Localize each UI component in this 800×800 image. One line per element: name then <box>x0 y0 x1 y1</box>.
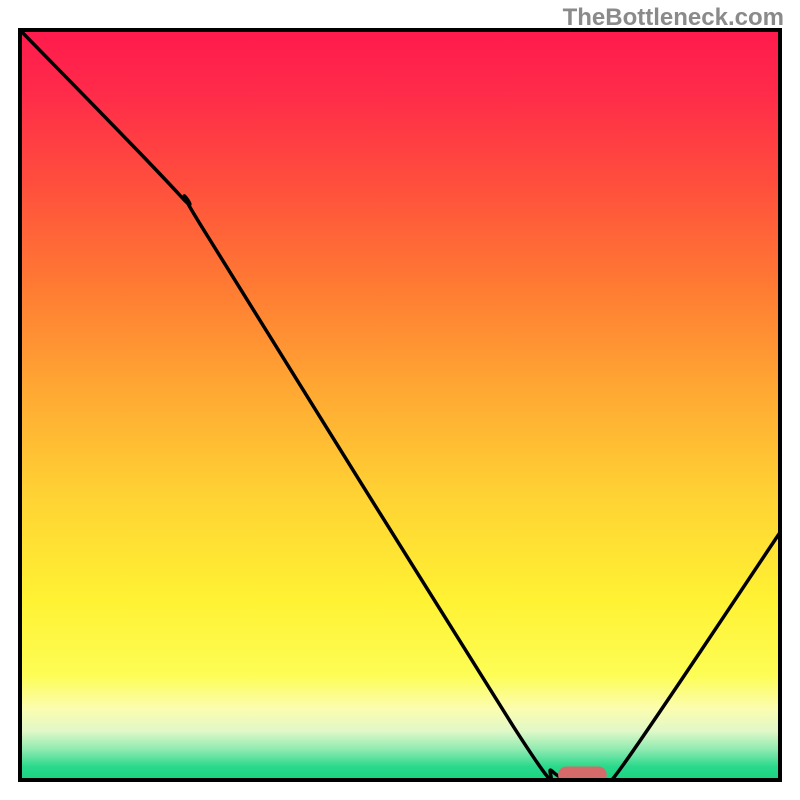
chart-background <box>20 30 780 780</box>
chart-container: TheBottleneck.com <box>0 0 800 800</box>
watermark-text: TheBottleneck.com <box>563 4 784 32</box>
bottleneck-chart <box>0 0 800 800</box>
